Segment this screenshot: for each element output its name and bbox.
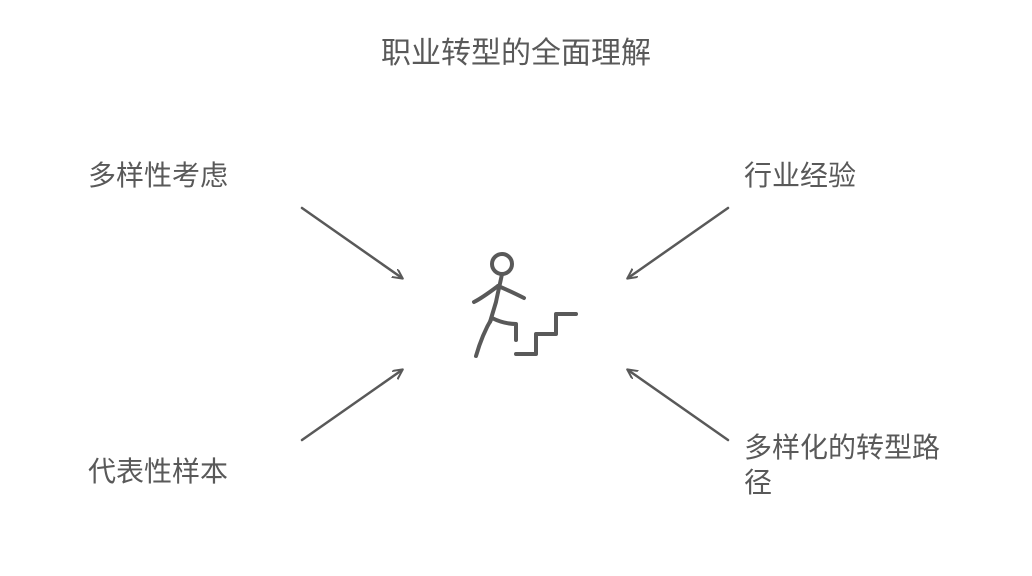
arrow-from-bottom-right: [628, 370, 728, 440]
node-bottom-right: 多样化的转型路径: [744, 430, 944, 500]
node-bottom-left: 代表性样本: [88, 454, 288, 489]
arrow-from-top-left: [302, 208, 402, 278]
node-top-left: 多样性考虑: [88, 158, 288, 193]
page-title: 职业转型的全面理解: [0, 28, 1032, 72]
node-top-right: 行业经验: [744, 158, 944, 193]
arrow-from-top-right: [628, 208, 728, 278]
person-climbing-stairs-icon: [446, 246, 586, 386]
arrow-from-bottom-left: [302, 370, 402, 440]
